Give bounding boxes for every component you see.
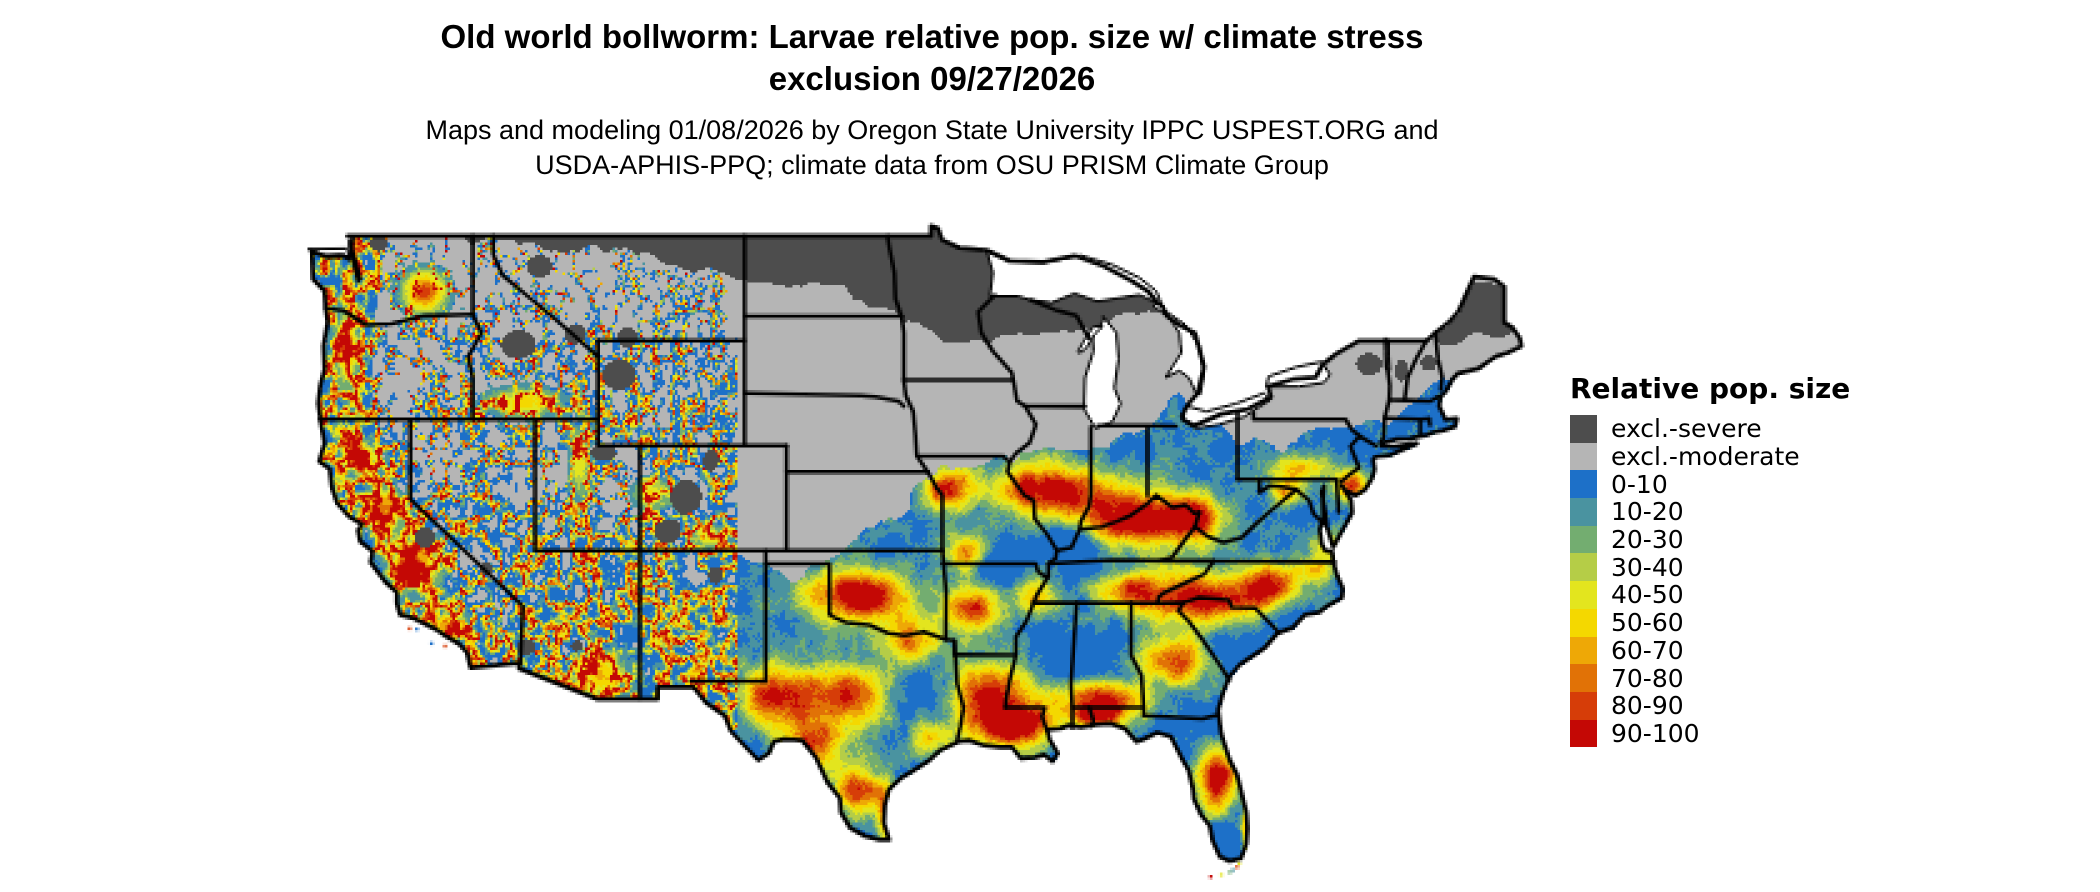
legend-item-label: 50-60 bbox=[1611, 608, 1684, 638]
legend-item: 90-100 bbox=[1570, 718, 1990, 748]
title-line-1: Old world bollworm: Larvae relative pop.… bbox=[440, 18, 1424, 55]
map-legend: Relative pop. size excl.-severe excl.-mod… bbox=[1570, 372, 1990, 748]
legend-item-label: excl.-moderate bbox=[1611, 442, 1800, 472]
legend-item: 70-80 bbox=[1570, 663, 1990, 693]
legend-item: excl.-severe bbox=[1570, 414, 1990, 444]
legend-item-label: 30-40 bbox=[1611, 552, 1684, 582]
subtitle-line-2: USDA-APHIS-PPQ; climate data from OSU PR… bbox=[535, 150, 1329, 180]
subtitle-line-1: Maps and modeling 01/08/2026 by Oregon S… bbox=[425, 115, 1439, 145]
us-choropleth-map bbox=[290, 215, 1560, 890]
legend-item-label: 80-90 bbox=[1611, 691, 1684, 721]
legend-swatch bbox=[1570, 719, 1597, 748]
legend-item-label: 90-100 bbox=[1611, 718, 1700, 748]
legend-swatch bbox=[1570, 691, 1597, 720]
legend-items: excl.-severe excl.-moderate 0-10 10-20 20-30… bbox=[1570, 414, 1990, 748]
legend-title: Relative pop. size bbox=[1570, 372, 1851, 405]
legend-swatch bbox=[1570, 498, 1597, 526]
legend-item: excl.-moderate bbox=[1570, 442, 1990, 472]
legend-item: 10-20 bbox=[1570, 497, 1990, 527]
legend-item-label: 10-20 bbox=[1611, 497, 1684, 527]
page-subtitle: Maps and modeling 01/08/2026 by Oregon S… bbox=[0, 113, 1864, 183]
legend-swatch bbox=[1570, 525, 1597, 554]
legend-item: 60-70 bbox=[1570, 635, 1990, 665]
legend-swatch bbox=[1570, 415, 1597, 443]
legend-swatch bbox=[1570, 470, 1597, 499]
legend-swatch bbox=[1570, 608, 1597, 637]
legend-item: 50-60 bbox=[1570, 608, 1990, 638]
legend-item-label: 60-70 bbox=[1611, 635, 1684, 665]
legend-item: 40-50 bbox=[1570, 580, 1990, 610]
legend-item: 20-30 bbox=[1570, 525, 1990, 555]
page-title: Old world bollworm: Larvae relative pop.… bbox=[0, 16, 1864, 100]
legend-swatch bbox=[1570, 664, 1597, 692]
legend-swatch bbox=[1570, 553, 1597, 582]
legend-item: 0-10 bbox=[1570, 469, 1990, 499]
legend-item: 80-90 bbox=[1570, 691, 1990, 721]
title-line-2: exclusion 09/27/2026 bbox=[768, 60, 1096, 97]
legend-swatch bbox=[1570, 581, 1597, 609]
legend-swatch bbox=[1570, 636, 1597, 665]
legend-item-label: 40-50 bbox=[1611, 580, 1684, 610]
legend-item-label: 20-30 bbox=[1611, 525, 1684, 555]
legend-item-label: 70-80 bbox=[1611, 663, 1684, 693]
legend-item-label: excl.-severe bbox=[1611, 414, 1762, 444]
legend-swatch bbox=[1570, 442, 1597, 471]
legend-item: 30-40 bbox=[1570, 552, 1990, 582]
legend-item-label: 0-10 bbox=[1611, 469, 1668, 499]
